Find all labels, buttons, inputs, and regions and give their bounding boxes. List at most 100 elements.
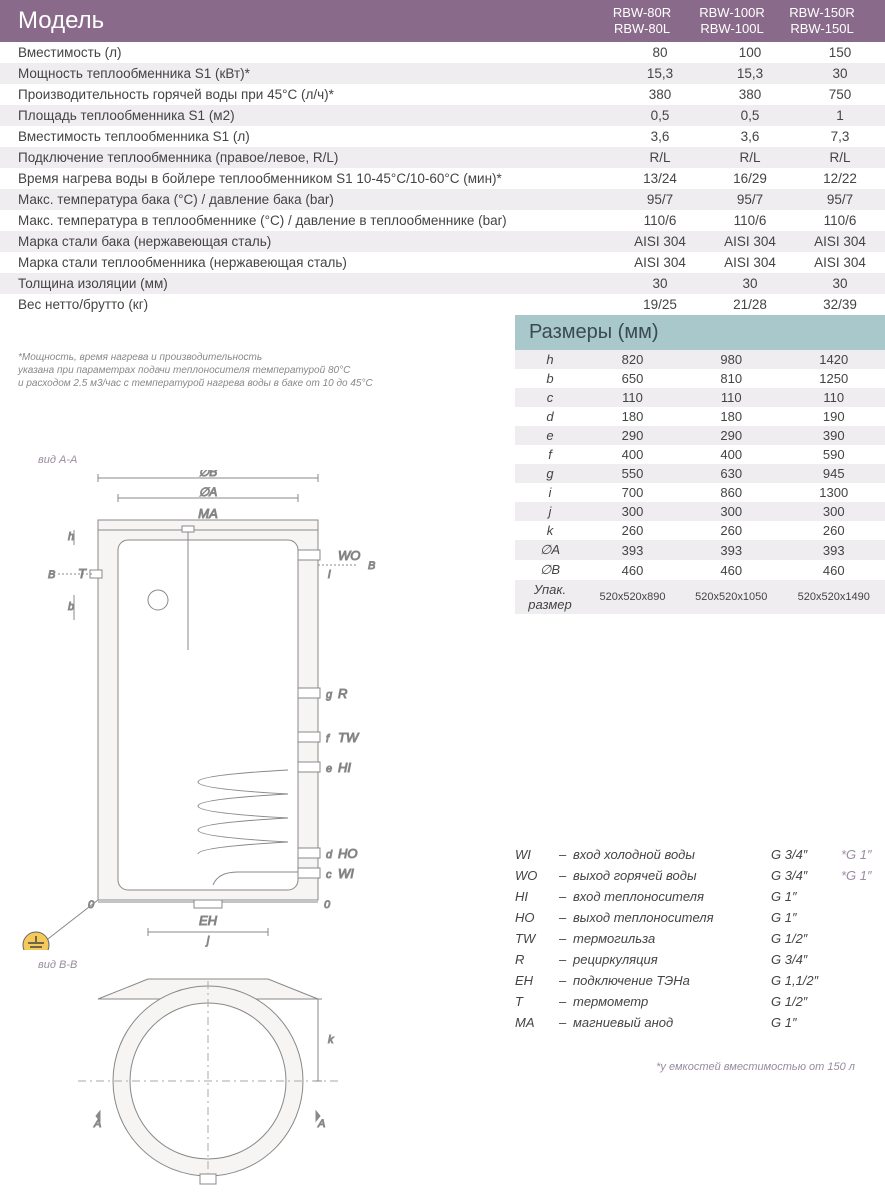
legend-row: EH–подключение ТЭНаG 1,1/2″ — [515, 970, 885, 991]
svg-text:MA: MA — [198, 506, 218, 521]
specs-value: 30 — [705, 273, 795, 294]
legend-thread: G 3/4″ — [771, 952, 841, 967]
sizes-value: 190 — [783, 407, 885, 426]
specs-row: Макс. температура в теплообменнике (°С) … — [0, 210, 885, 231]
svg-text:h: h — [68, 531, 74, 543]
svg-text:WO: WO — [338, 548, 360, 563]
sizes-row: ∅A393393393 — [515, 540, 885, 560]
specs-value: 3,6 — [705, 126, 795, 147]
sizes-value: 460 — [585, 560, 680, 580]
footnote: *Мощность, время нагрева и производитель… — [18, 351, 505, 390]
specs-row: Мощность теплообменника S1 (кВт)*15,315,… — [0, 63, 885, 84]
legend-desc: термогильза — [573, 931, 771, 946]
model-col-0: RBW-80R RBW-80L — [597, 5, 687, 36]
legend-code: TW — [515, 931, 559, 946]
sizes-value: 520х520х890 — [585, 580, 680, 614]
svg-text:B: B — [368, 560, 375, 572]
legend-alt — [841, 973, 885, 988]
legend-row: MA–магниевый анодG 1″ — [515, 1012, 885, 1033]
specs-value: R/L — [615, 147, 705, 168]
sizes-row: g550630945 — [515, 464, 885, 483]
sizes-key: e — [515, 426, 585, 445]
sizes-value: 520х520х1050 — [680, 580, 782, 614]
specs-value: 150 — [795, 42, 885, 63]
specs-row: Марка стали бака (нержавеющая сталь)AISI… — [0, 231, 885, 252]
lower-area: *Мощность, время нагрева и производитель… — [0, 315, 885, 1194]
sizes-row: Упак. размер520х520х890520х520х1050520х5… — [515, 580, 885, 614]
specs-row: Вес нетто/брутто (кг)19/2521/2832/39 — [0, 294, 885, 315]
legend-desc: вход холодной воды — [573, 847, 771, 862]
svg-text:HO: HO — [338, 846, 358, 861]
sizes-row: ∅B460460460 — [515, 560, 885, 580]
svg-text:WI: WI — [338, 866, 354, 881]
sizes-value: 810 — [680, 369, 782, 388]
sizes-value: 1250 — [783, 369, 885, 388]
legend-desc: выход горячей воды — [573, 868, 771, 883]
sizes-value: 393 — [680, 540, 782, 560]
legend-thread: G 1/2″ — [771, 994, 841, 1009]
legend-thread: G 1″ — [771, 910, 841, 925]
sizes-value: 460 — [783, 560, 885, 580]
specs-label: Вес нетто/брутто (кг) — [0, 294, 615, 315]
diagram-top: k A A — [18, 971, 418, 1191]
sizes-value: 300 — [585, 502, 680, 521]
sizes-table: h8209801420b6508101250c110110110d1801801… — [515, 350, 885, 614]
specs-value: 3,6 — [615, 126, 705, 147]
legend-thread: G 1/2″ — [771, 931, 841, 946]
sizes-key: f — [515, 445, 585, 464]
sizes-value: 650 — [585, 369, 680, 388]
specs-value: 19/25 — [615, 294, 705, 315]
specs-value: 30 — [615, 273, 705, 294]
specs-label: Время нагрева воды в бойлере теплообменн… — [0, 168, 615, 189]
sizes-value: 460 — [680, 560, 782, 580]
specs-row: Толщина изоляции (мм)303030 — [0, 273, 885, 294]
sizes-key: j — [515, 502, 585, 521]
specs-value: 95/7 — [705, 189, 795, 210]
model-header: Модель RBW-80R RBW-80L RBW-100R RBW-100L… — [0, 0, 885, 42]
specs-row: Время нагрева воды в бойлере теплообменн… — [0, 168, 885, 189]
sizes-row: d180180190 — [515, 407, 885, 426]
specs-value: 100 — [705, 42, 795, 63]
legend-row: R–рециркуляцияG 3/4″ — [515, 949, 885, 970]
specs-label: Вместимость (л) — [0, 42, 615, 63]
specs-row: Макс. температура бака (°С) / давление б… — [0, 189, 885, 210]
legend-desc: рециркуляция — [573, 952, 771, 967]
svg-text:0: 0 — [324, 899, 331, 911]
sizes-value: 260 — [783, 521, 885, 540]
legend-code: T — [515, 994, 559, 1009]
sizes-row: i7008601300 — [515, 483, 885, 502]
sizes-key: d — [515, 407, 585, 426]
specs-value: R/L — [795, 147, 885, 168]
sizes-value: 400 — [585, 445, 680, 464]
specs-value: 30 — [795, 273, 885, 294]
specs-value: 95/7 — [615, 189, 705, 210]
specs-value: 110/6 — [795, 210, 885, 231]
legend-code: MA — [515, 1015, 559, 1030]
svg-text:j: j — [205, 935, 210, 947]
sizes-row: c110110110 — [515, 388, 885, 407]
legend-alt: *G 1″ — [841, 847, 885, 862]
sizes-value: 260 — [585, 521, 680, 540]
sizes-value: 393 — [783, 540, 885, 560]
specs-label: Мощность теплообменника S1 (кВт)* — [0, 63, 615, 84]
specs-label: Марка стали теплообменника (нержавеющая … — [0, 252, 615, 273]
model-columns: RBW-80R RBW-80L RBW-100R RBW-100L RBW-15… — [597, 5, 867, 36]
specs-value: 95/7 — [795, 189, 885, 210]
sizes-value: 980 — [680, 350, 782, 369]
svg-text:g: g — [326, 689, 333, 701]
sizes-value: 290 — [585, 426, 680, 445]
specs-value: 0,5 — [705, 105, 795, 126]
legend-desc: магниевый анод — [573, 1015, 771, 1030]
specs-value: 7,3 — [795, 126, 885, 147]
specs-value: 380 — [615, 84, 705, 105]
sizes-value: 180 — [585, 407, 680, 426]
specs-label: Производительность горячей воды при 45°С… — [0, 84, 615, 105]
specs-row: Вместимость теплообменника S1 (л)3,63,67… — [0, 126, 885, 147]
sizes-value: 390 — [783, 426, 885, 445]
specs-value: 30 — [795, 63, 885, 84]
sizes-key: ∅A — [515, 540, 585, 560]
sizes-key: b — [515, 369, 585, 388]
specs-value: AISI 304 — [795, 231, 885, 252]
sizes-value: 1420 — [783, 350, 885, 369]
svg-text:e: e — [326, 763, 332, 775]
